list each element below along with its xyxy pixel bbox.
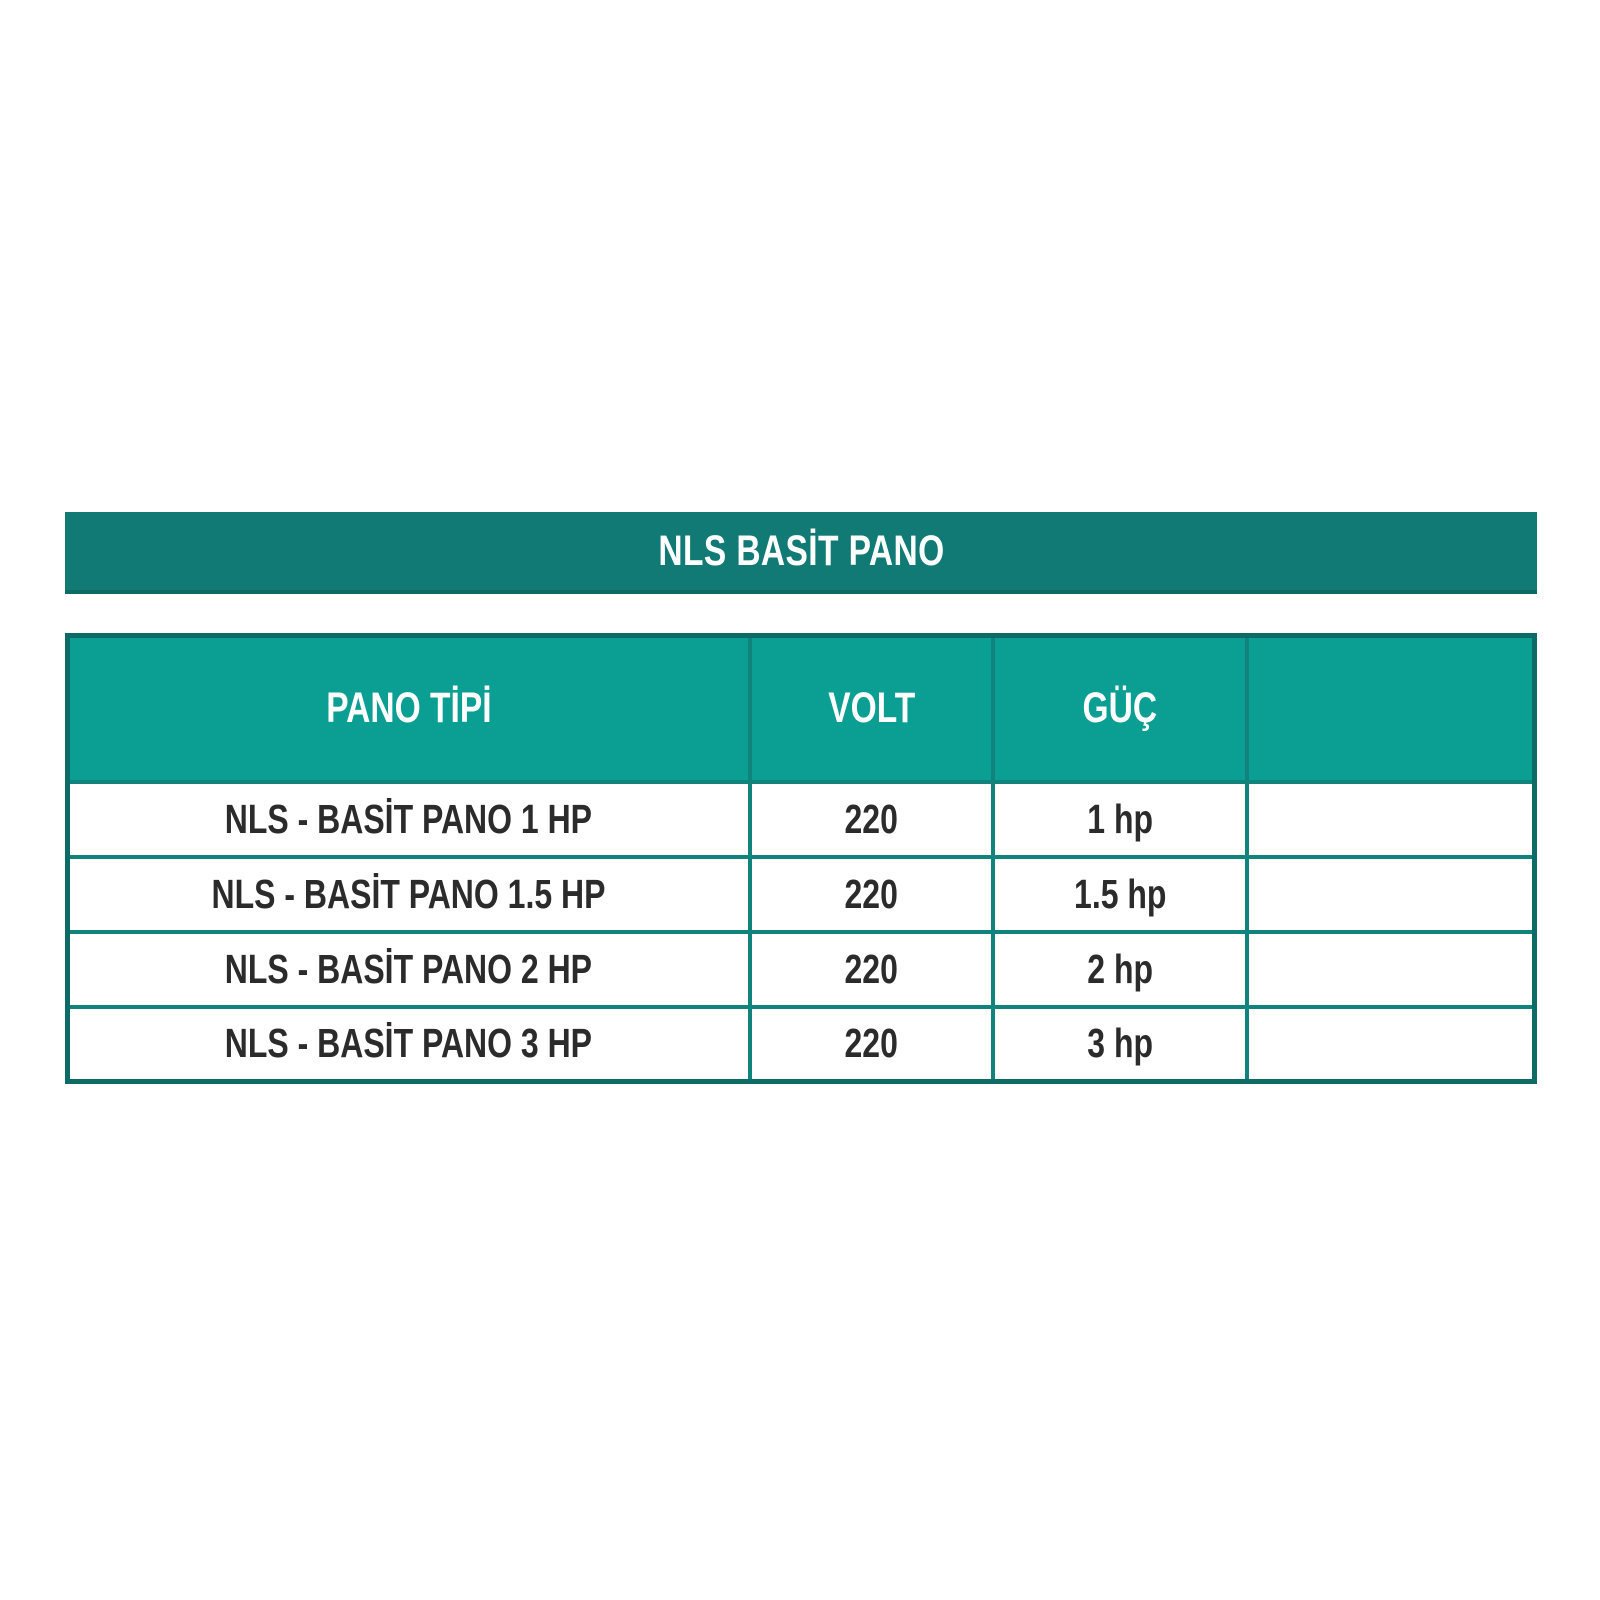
cell-volt: 220 xyxy=(747,854,996,934)
page-title: NLS BASİT PANO xyxy=(657,526,945,575)
cell-guc: 2 hp xyxy=(991,929,1249,1009)
cell-value: 220 xyxy=(844,870,899,917)
column-header-label: VOLT xyxy=(827,684,915,733)
title-banner: NLS BASİT PANO xyxy=(65,512,1537,594)
column-header-empty xyxy=(1244,633,1537,784)
cell-value: NLS - BASİT PANO 1 HP xyxy=(225,795,593,842)
table-row: NLS - BASİT PANO 2 HP 220 2 hp xyxy=(65,929,1537,1009)
cell-value: NLS - BASİT PANO 1.5 HP xyxy=(211,870,606,917)
cell-empty xyxy=(1244,854,1537,934)
cell-pano-tipi: NLS - BASİT PANO 1.5 HP xyxy=(65,854,752,934)
column-header-pano-tipi: PANO TİPİ xyxy=(65,633,752,784)
cell-volt: 220 xyxy=(747,1004,996,1084)
column-header-guc: GÜÇ xyxy=(991,633,1249,784)
column-header-volt: VOLT xyxy=(747,633,996,784)
cell-value: 220 xyxy=(844,795,899,842)
cell-volt: 220 xyxy=(747,929,996,1009)
column-header-label: GÜÇ xyxy=(1082,684,1158,733)
table-row: NLS - BASİT PANO 1 HP 220 1 hp xyxy=(65,779,1537,859)
cell-empty xyxy=(1244,1004,1537,1084)
spec-table: PANO TİPİ VOLT GÜÇ NLS - BASİT PANO 1 HP… xyxy=(65,633,1537,1084)
table-row: NLS - BASİT PANO 1.5 HP 220 1.5 hp xyxy=(65,854,1537,934)
cell-empty xyxy=(1244,779,1537,859)
cell-value: NLS - BASİT PANO 3 HP xyxy=(225,1020,593,1067)
cell-value: 220 xyxy=(844,1020,899,1067)
cell-empty xyxy=(1244,929,1537,1009)
cell-guc: 1.5 hp xyxy=(991,854,1249,934)
table-row: NLS - BASİT PANO 3 HP 220 3 hp xyxy=(65,1004,1537,1084)
cell-pano-tipi: NLS - BASİT PANO 1 HP xyxy=(65,779,752,859)
cell-guc: 3 hp xyxy=(991,1004,1249,1084)
cell-value: 1.5 hp xyxy=(1073,870,1167,917)
column-header-label: PANO TİPİ xyxy=(326,684,492,733)
cell-volt: 220 xyxy=(747,779,996,859)
cell-value: NLS - BASİT PANO 2 HP xyxy=(225,945,593,992)
cell-guc: 1 hp xyxy=(991,779,1249,859)
cell-value: 3 hp xyxy=(1087,1020,1153,1067)
cell-value: 1 hp xyxy=(1087,795,1153,842)
cell-value: 2 hp xyxy=(1087,945,1153,992)
cell-pano-tipi: NLS - BASİT PANO 2 HP xyxy=(65,929,752,1009)
table-header-row: PANO TİPİ VOLT GÜÇ xyxy=(65,633,1537,784)
cell-pano-tipi: NLS - BASİT PANO 3 HP xyxy=(65,1004,752,1084)
cell-value: 220 xyxy=(844,945,899,992)
